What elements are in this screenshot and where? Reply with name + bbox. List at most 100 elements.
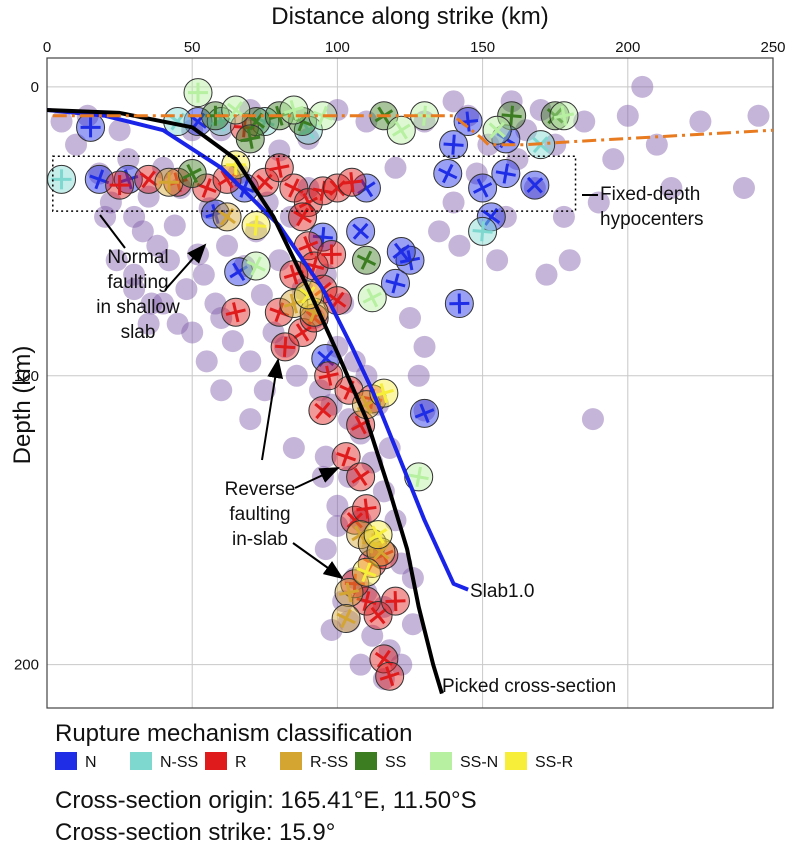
mechanism-r: [212, 164, 242, 194]
data-points: [47, 75, 770, 691]
mechanism-axis: [302, 192, 315, 213]
legend-swatch: [55, 752, 77, 770]
mechanism-ss-n: [183, 78, 213, 108]
mechanism-axis: [225, 308, 246, 316]
legend-swatch: [130, 752, 152, 770]
mechanism-axis: [443, 142, 464, 147]
annotation-text: Slab1.0: [470, 581, 534, 602]
mechanism-axis: [336, 612, 356, 625]
legend-label: R-SS: [310, 754, 348, 771]
mechanism-r: [369, 644, 399, 674]
legend: N N-SS R R-SS SS SS-N SS-R: [55, 752, 573, 771]
unclassified-event: [523, 177, 546, 199]
unclassified-event: [486, 249, 509, 272]
mechanism-axis: [371, 525, 385, 544]
mechanism-axis: [289, 264, 299, 285]
mechanism-axis: [419, 403, 430, 424]
mechanism-axis: [346, 511, 363, 529]
mechanism-axis: [496, 132, 516, 146]
unclassified-event: [384, 156, 407, 179]
mechanism-axis: [353, 467, 368, 487]
legend-item-n: N: [55, 752, 97, 771]
unclassified-event: [253, 379, 276, 402]
unclassified-event: [515, 119, 538, 142]
slab1-line: [47, 108, 469, 592]
mechanism-axis: [283, 105, 304, 115]
unclassified-event: [442, 191, 465, 214]
annotation-line: Reverse: [225, 479, 296, 500]
mechanism-axis: [293, 210, 312, 224]
annotation-line: Slab1.0: [470, 581, 534, 602]
annotation-line: in shallow: [96, 297, 180, 318]
unclassified-event: [407, 364, 430, 387]
unclassified-event: [166, 312, 189, 335]
mechanism-r: [337, 167, 367, 197]
unclassified-event: [195, 350, 218, 373]
unclassified-event: [285, 364, 308, 387]
mechanism-n: [410, 398, 440, 428]
unclassified-event: [117, 148, 140, 171]
grid: [46, 58, 774, 708]
mechanism-r: [221, 297, 251, 327]
mechanism-n: [444, 289, 474, 319]
mechanism-axis: [328, 293, 347, 308]
legend-item-ss: SS: [355, 752, 406, 771]
mechanism-axis: [438, 167, 458, 180]
mechanism-n-ss: [468, 216, 498, 246]
mechanism-axis: [379, 671, 400, 681]
unclassified-event: [732, 177, 755, 199]
mechanism-axis: [275, 344, 296, 350]
unclassified-event: [282, 437, 305, 459]
legend-label: SS-R: [535, 754, 573, 771]
cross-section-strike: Cross-section strike: 15.9°: [55, 819, 336, 846]
unclassified-event: [152, 292, 175, 315]
mechanism-ss-r: [363, 520, 393, 550]
unclassified-event: [131, 220, 154, 243]
unclassified-event: [660, 177, 683, 199]
unclassified-event: [390, 653, 413, 676]
annotation-text: Picked cross-section: [442, 676, 616, 697]
unclassified-event: [535, 263, 558, 286]
mechanism-axis: [366, 288, 379, 308]
unclassified-event: [239, 350, 262, 373]
cross-section-origin: Cross-section origin: 165.41°E, 11.50°S: [55, 787, 477, 814]
legend-label: R: [235, 754, 247, 771]
unclassified-event: [268, 249, 291, 272]
y-axis-label: Depth (km): [9, 346, 36, 465]
annotation-arrow: [294, 467, 340, 489]
mechanism-axis: [362, 395, 383, 402]
mechanism-r-ss: [279, 289, 309, 319]
mechanism-axis: [305, 310, 323, 326]
annotation-line: hypocenters: [600, 209, 704, 230]
mechanism-axis: [553, 112, 575, 120]
x-tick-label: 250: [760, 39, 785, 56]
mechanism-axis: [274, 302, 285, 323]
mechanism-axis: [480, 221, 485, 242]
annotation-line: Fixed-depth: [600, 184, 700, 205]
mechanism-ss: [497, 101, 527, 131]
unclassified-event: [140, 292, 163, 315]
mechanism-n: [453, 107, 483, 137]
mechanism-r: [314, 361, 344, 391]
unclassified-event: [314, 538, 337, 561]
mechanism-axis: [338, 589, 360, 596]
legend-label: SS-N: [460, 754, 498, 771]
mechanism-r: [264, 153, 294, 183]
unclassified-event: [99, 191, 122, 214]
mechanism-axis: [476, 178, 489, 198]
annotation-line: faulting: [107, 272, 168, 293]
mechanism-axis: [186, 163, 199, 184]
mechanism-ss-n: [482, 115, 512, 145]
unclassified-event: [587, 191, 610, 214]
unclassified-event: [123, 205, 146, 228]
mechanism-n: [386, 237, 416, 267]
annotation-text: Normal faulting in shallow slab: [96, 247, 180, 343]
unclassified-event: [157, 249, 180, 272]
annotation-text: Fixed-depth hypocenters: [600, 184, 704, 230]
legend-item-n-ss: N-SS: [130, 752, 198, 771]
mechanism-ss-n: [386, 115, 416, 145]
mechanism-axis: [352, 222, 369, 240]
unclassified-event: [65, 133, 88, 156]
mechanism-axis: [394, 120, 408, 140]
